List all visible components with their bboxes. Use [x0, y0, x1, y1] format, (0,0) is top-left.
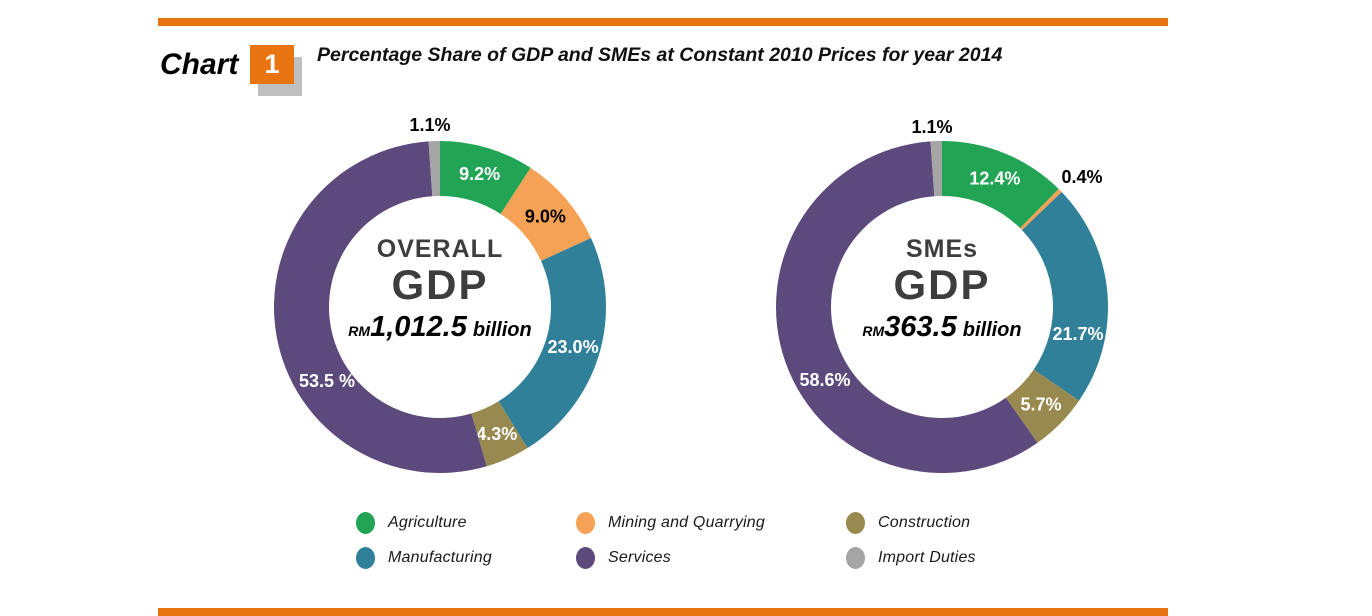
overall-gdp-value-label-agriculture: 9.2%	[459, 164, 500, 184]
overall-gdp-slice-services	[274, 141, 487, 474]
legend-label: Mining and Quarrying	[608, 513, 765, 531]
smes-gdp-slice-services	[775, 141, 1038, 474]
overall-gdp-center-amount: RM1,012.5 billion	[348, 311, 531, 343]
legend-item-construction: Construction	[846, 511, 1086, 534]
chart-number-badge: 1	[250, 45, 294, 84]
smes-gdp-value-label-agriculture: 12.4%	[969, 168, 1020, 188]
legend-label: Import Duties	[878, 548, 976, 566]
smes-gdp-value-label-services: 58.6%	[799, 370, 850, 390]
smes-gdp-slice-construction	[1005, 369, 1080, 443]
legend-item-services: Services	[576, 546, 846, 569]
smes-gdp-slice-import-duties	[930, 141, 942, 197]
smes-gdp-slice-agriculture	[942, 141, 1059, 229]
smes-gdp-slice-mining-and-quarrying	[1020, 188, 1062, 231]
agriculture-marker-icon	[356, 511, 375, 534]
overall-gdp-value-label-import-duties: 1.1%	[409, 115, 450, 135]
construction-marker-icon	[846, 511, 865, 534]
smes-gdp-center-gdp: GDP	[893, 261, 990, 308]
manufacturing-marker-icon	[356, 546, 375, 569]
import-duties-marker-icon	[846, 546, 865, 569]
smes-gdp-slice-manufacturing	[1022, 191, 1108, 401]
overall-gdp-slice-construction	[471, 401, 528, 467]
mining-marker-icon	[576, 511, 595, 534]
overall-gdp-value-label-construction: 4.3%	[476, 424, 517, 444]
overall-gdp-center-title: OVERALL	[377, 235, 503, 263]
overall-gdp-center-gdp: GDP	[391, 261, 488, 308]
legend-item-manufacturing: Manufacturing	[356, 546, 576, 569]
overall-gdp-slice-manufacturing	[498, 238, 607, 449]
services-marker-icon	[576, 546, 595, 569]
smes-gdp-value-label-import-duties: 1.1%	[911, 117, 952, 137]
legend-label: Agriculture	[388, 513, 467, 531]
overall-gdp-value-label-services: 53.5 %	[299, 371, 355, 391]
legend-item-agriculture: Agriculture	[356, 511, 576, 534]
figure-title: Percentage Share of GDP and SMEs at Cons…	[317, 44, 1003, 66]
legend-item-import-duties: Import Duties	[846, 546, 1086, 569]
smes-gdp-value-label-manufacturing: 21.7%	[1052, 324, 1103, 344]
legend: Agriculture Mining and Quarrying Constru…	[356, 505, 1086, 575]
smes-gdp-value-label-mining-and-quarrying: 0.4%	[1061, 167, 1102, 187]
smes-gdp-center-title: SMEs	[906, 235, 978, 263]
legend-item-mining: Mining and Quarrying	[576, 511, 846, 534]
chart-word-label: Chart	[160, 48, 239, 81]
overall-gdp-slice-agriculture	[440, 141, 531, 214]
legend-label: Services	[608, 548, 671, 566]
legend-label: Construction	[878, 513, 971, 531]
overall-gdp-value-label-mining-and-quarrying: 9.0%	[525, 206, 566, 226]
legend-label: Manufacturing	[388, 548, 492, 566]
overall-gdp-slice-mining-and-quarrying	[500, 167, 591, 261]
bottom-accent-rule	[158, 608, 1168, 616]
overall-gdp-slice-import-duties	[428, 141, 440, 197]
smes-gdp-center-amount: RM363.5 billion	[862, 311, 1021, 343]
overall-gdp-value-label-manufacturing: 23.0%	[548, 337, 599, 357]
smes-gdp-value-label-construction: 5.7%	[1020, 395, 1061, 415]
top-accent-rule	[158, 18, 1168, 26]
